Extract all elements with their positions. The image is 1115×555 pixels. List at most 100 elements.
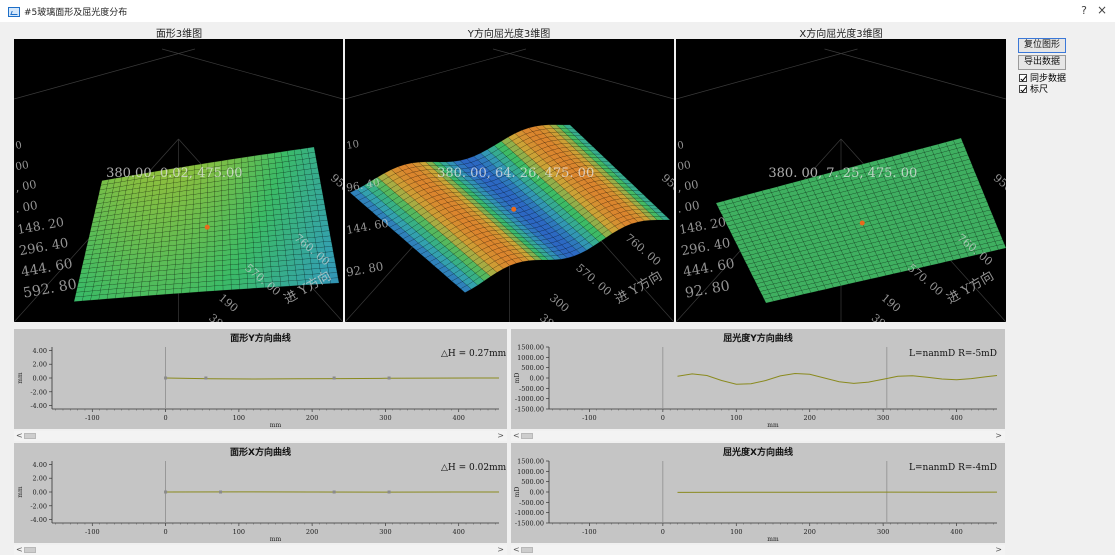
surface-cell [206, 245, 215, 253]
surface-cell [174, 268, 184, 275]
scrollbar-thumb[interactable] [521, 547, 533, 553]
axis-tick-label: 10 [346, 139, 360, 152]
surface-cell [318, 214, 328, 222]
surface-3d-view[interactable]: 380.00, 0.02, 475.00 0 00, 00. 00 148. 20 29… [14, 39, 343, 322]
surface-cell [296, 274, 306, 281]
surface-cell [214, 285, 224, 292]
y-power-3d-view[interactable]: 380. 00, 64. 26, 475. 00 10 96. 40 144. 60 9… [345, 39, 674, 322]
surface-cell [306, 184, 315, 191]
axis-tick-label: 0 [677, 140, 685, 152]
surface-cell [317, 204, 326, 211]
surface-cell [245, 242, 254, 249]
surface-cell [320, 225, 330, 232]
surface-cell [190, 272, 199, 279]
surface-cell [245, 252, 255, 259]
surface-cell [280, 213, 290, 220]
help-button[interactable]: ? [1081, 4, 1087, 17]
surface-cell [106, 293, 117, 300]
surface-cell [250, 206, 259, 213]
surface-cell [273, 214, 283, 221]
surface-cell [277, 255, 287, 262]
surface-cell [175, 253, 184, 260]
surface-cell [261, 251, 271, 258]
y-power-curve-plot[interactable]: 屈光度Y方向曲线 1500.00 1000.00 500.00 0.00 -500.00… [511, 329, 1005, 429]
surface-cell [257, 200, 266, 207]
window-title: #5玻璃面形及屈光度分布 [24, 8, 128, 18]
scroll-left-arrow[interactable]: < [16, 545, 23, 554]
surface-cell [267, 235, 277, 242]
surface-cell [123, 291, 133, 298]
horizontal-scrollbar[interactable]: < > [14, 431, 507, 441]
surface-cell [316, 199, 325, 206]
surface-cell [190, 276, 199, 284]
scroll-right-arrow[interactable]: > [497, 431, 504, 440]
y-power-3d-canvas[interactable]: 380. 00, 64. 26, 475. 00 10 96. 40 144. 60 9… [345, 39, 674, 322]
scroll-left-arrow[interactable]: < [513, 545, 520, 554]
surface-cell [237, 248, 247, 255]
surface-cell [295, 269, 305, 276]
surface-cell [253, 241, 262, 248]
horizontal-scrollbar[interactable]: < > [511, 431, 1005, 441]
horizontal-scrollbar[interactable]: < > [511, 545, 1005, 555]
axis-tick-label: 380. 00 [537, 311, 578, 322]
scrollbar-thumb[interactable] [521, 433, 533, 439]
axis-tick-label: 950. 0 [991, 171, 1006, 203]
surface-y-curve-plot[interactable]: 面形Y方向曲线 4.00 2.00 0.00 -2.00 -4.00 -100 0 100 20… [14, 329, 507, 429]
surface-cell [286, 264, 296, 271]
ruler-checkbox[interactable]: 标尺 [1019, 85, 1048, 96]
surface-cell [292, 185, 301, 193]
scroll-left-arrow[interactable]: < [513, 431, 520, 440]
surface-cell [228, 198, 237, 206]
surface-cell [250, 201, 259, 208]
sync-data-checkbox[interactable]: 同步数据 [1019, 74, 1066, 85]
x-axis-label: mm [270, 536, 282, 543]
axis-tick-label: 592. 80 [22, 277, 78, 302]
surface-cell [206, 285, 216, 292]
surface-cell [198, 266, 208, 273]
scroll-right-arrow[interactable]: > [995, 545, 1002, 554]
x-power-3d-view[interactable]: 380. 00, 7. 25, 475. 00 0 00, 00. 00 148. 2… [676, 39, 1006, 322]
close-button[interactable]: × [1096, 3, 1108, 17]
surface-cell [206, 270, 216, 277]
reset-view-button[interactable]: 复位图形 [1018, 38, 1066, 53]
checkbox-checked-icon[interactable] [1019, 74, 1027, 82]
x-tick-label: 300 [379, 414, 391, 422]
x-tick-label: 100 [233, 528, 245, 536]
surface-cell [283, 233, 293, 241]
surface-cell [286, 259, 296, 266]
surface-cell [303, 216, 313, 223]
surface-cell [311, 215, 321, 222]
plot-title: 屈光度X方向曲线 [723, 448, 793, 458]
surface-x-curve-plot[interactable]: 面形X方向曲线 4.00 2.00 0.00 -2.00 -4.00 -100 0 100 20… [14, 443, 507, 543]
surface-cell [244, 232, 254, 239]
axis-tick-label: 148. 20 [16, 214, 65, 237]
scroll-right-arrow[interactable]: > [995, 431, 1002, 440]
scrollbar-thumb[interactable] [24, 433, 36, 439]
surface-cell [230, 248, 239, 256]
surface-cell [296, 216, 306, 224]
scroll-right-arrow[interactable]: > [497, 545, 504, 554]
surface-cell [260, 241, 270, 248]
surface-cell [236, 207, 245, 215]
surface-cell [280, 208, 289, 215]
export-data-button[interactable]: 导出数据 [1018, 55, 1066, 70]
surface-cell [266, 219, 276, 227]
surface-cell [260, 235, 269, 243]
horizontal-scrollbar[interactable]: < > [14, 545, 507, 555]
checkbox-checked-icon[interactable] [1019, 85, 1027, 93]
surface-cell [237, 238, 246, 245]
surface-cell [314, 236, 324, 243]
surface-mesh [349, 124, 671, 293]
app-icon [8, 7, 20, 17]
surface-cell [305, 179, 314, 186]
scroll-left-arrow[interactable]: < [16, 431, 23, 440]
scrollbar-thumb[interactable] [24, 547, 36, 553]
surface-cell [191, 237, 200, 244]
surface-cell [253, 246, 263, 254]
series-line [165, 377, 499, 380]
axis-tick-label: 296. 40 [18, 236, 69, 259]
x-power-curve-plot[interactable]: 屈光度X方向曲线 1500.00 1000.00 500.00 0.00 -500.00… [511, 443, 1005, 543]
surface-cell [279, 275, 289, 282]
